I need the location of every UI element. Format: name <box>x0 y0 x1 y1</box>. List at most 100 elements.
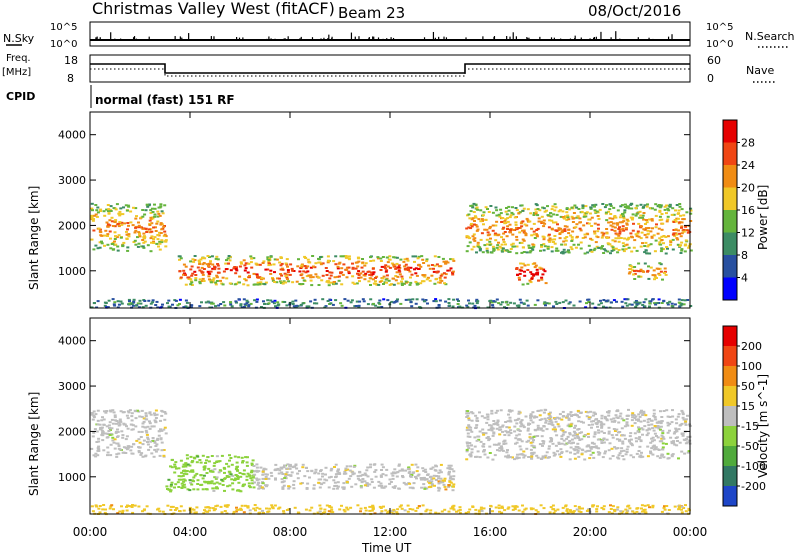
vel-echo-cell <box>246 456 249 459</box>
vel-echo-cell <box>532 439 535 442</box>
vel-echo-cell <box>625 511 629 514</box>
vel-echo-cell <box>544 419 548 422</box>
vel-echo-cell <box>254 509 257 512</box>
vel-echo-cell <box>409 475 412 478</box>
power-echo-cell <box>90 217 94 220</box>
power-echo-cell <box>635 212 639 215</box>
vel-echo-cell <box>513 508 517 511</box>
power-echo-cell <box>419 265 423 268</box>
power-echo-cell <box>152 240 155 243</box>
vel-echo-cell <box>154 450 158 453</box>
power-echo-cell <box>562 240 566 243</box>
power-echo-cell <box>397 266 401 269</box>
vel-echo-cell <box>146 438 150 441</box>
power-echo-cell <box>575 216 579 219</box>
vel-echo-cell <box>207 509 211 512</box>
vel-echo-cell <box>188 506 192 509</box>
vel-echo-cell <box>513 458 516 461</box>
vel-echo-cell <box>502 443 506 445</box>
vel-echo-cell <box>228 459 231 462</box>
power-echo-cell <box>536 227 540 230</box>
power-echo-cell <box>662 235 666 238</box>
power-echo-cell <box>613 215 617 217</box>
power-echo-cell <box>469 227 473 230</box>
vel-echo-cell <box>215 481 219 484</box>
power-echo-cell <box>665 204 669 207</box>
vel-echo-cell <box>169 483 173 486</box>
vel-echo-cell <box>501 449 505 452</box>
vel-echo-cell <box>607 430 611 433</box>
power-echo-cell <box>485 228 489 231</box>
vel-echo-cell <box>258 507 262 510</box>
vel-echo-cell <box>661 429 665 432</box>
vel-echo-cell <box>560 435 564 438</box>
vel-echo-cell <box>575 448 579 451</box>
power-echo-cell <box>520 269 523 272</box>
colorbar-tick-label: 15 <box>741 400 755 413</box>
vel-echo-cell <box>173 486 176 489</box>
vel-echo-cell <box>97 507 101 510</box>
vel-echo-cell <box>549 419 553 422</box>
power-echo-cell <box>633 239 637 242</box>
power-echo-cell <box>410 305 414 308</box>
vel-echo-cell <box>253 481 256 484</box>
power-echo-cell <box>233 283 237 286</box>
vel-echo-cell <box>245 464 249 467</box>
vel-echo-cell <box>401 475 404 477</box>
power-echo-cell <box>369 298 373 301</box>
vel-echo-cell <box>235 506 238 509</box>
power-echo-cell <box>540 267 544 270</box>
vel-echo-cell <box>212 509 216 512</box>
power-echo-cell <box>514 223 518 226</box>
power-echo-cell <box>611 225 615 228</box>
colorbar-tick-label: 4 <box>741 272 748 285</box>
power-echo-cell <box>221 276 225 279</box>
vel-echo-cell <box>241 472 245 475</box>
power-echo-cell <box>577 208 581 210</box>
power-echo-cell <box>579 241 583 244</box>
power-echo-cell <box>563 230 567 232</box>
vel-echo-cell <box>200 483 204 486</box>
vel-echo-cell <box>482 507 486 510</box>
vel-echo-cell <box>133 504 137 507</box>
power-echo-cell <box>572 304 576 307</box>
power-echo-cell <box>284 281 287 284</box>
power-echo-cell <box>581 237 585 239</box>
vel-echo-cell <box>621 510 625 513</box>
vel-echo-cell <box>643 504 647 507</box>
vel-echo-cell <box>253 473 257 476</box>
vel-echo-cell <box>578 432 582 434</box>
vel-echo-cell <box>98 423 102 426</box>
power-echo-cell <box>224 268 228 271</box>
power-echo-cell <box>687 245 691 248</box>
power-echo-cell <box>585 211 589 214</box>
power-echo-cell <box>150 230 154 233</box>
power-echo-cell <box>680 299 684 302</box>
vel-echo-cell <box>435 465 438 468</box>
vel-echo-cell <box>614 414 618 417</box>
vel-echo-cell <box>517 456 521 459</box>
vel-echo-cell <box>548 420 552 423</box>
vel-echo-cell <box>582 421 585 424</box>
colorbar-tick-label: 50 <box>741 380 755 393</box>
power-echo-cell <box>488 240 492 243</box>
vel-echo-cell <box>528 433 532 436</box>
power-echo-cell <box>451 305 455 308</box>
vel-echo-cell <box>554 428 557 431</box>
vel-echo-cell <box>225 504 229 507</box>
nsky-tick-bottom: 10^0 <box>50 39 77 50</box>
vel-echo-cell <box>252 507 256 510</box>
vel-echo-cell <box>242 511 246 514</box>
vel-echo-cell <box>639 454 643 457</box>
power-echo-cell <box>371 273 375 275</box>
power-echo-cell <box>309 266 313 269</box>
vel-echo-cell <box>594 418 598 421</box>
power-echo-cell <box>584 306 588 309</box>
power-echo-cell <box>682 230 686 233</box>
vel-echo-cell <box>440 510 444 513</box>
vel-echo-cell <box>577 420 581 423</box>
power-echo-cell <box>97 227 101 230</box>
vel-echo-cell <box>549 416 553 419</box>
power-echo-cell <box>466 245 470 248</box>
power-echo-cell <box>618 232 622 235</box>
